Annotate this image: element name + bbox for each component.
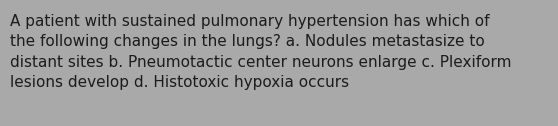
- Text: A patient with sustained pulmonary hypertension has which of
the following chang: A patient with sustained pulmonary hyper…: [10, 14, 512, 90]
